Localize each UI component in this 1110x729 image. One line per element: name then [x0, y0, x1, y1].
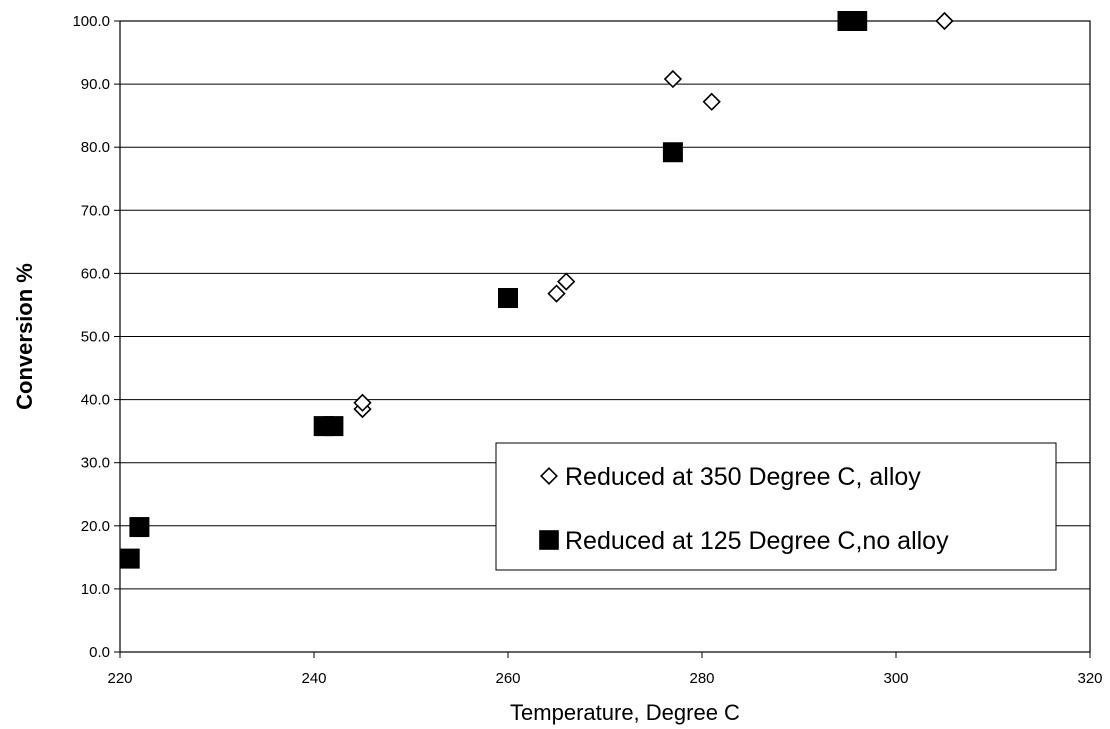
y-tick-label: 20.0 [81, 518, 110, 535]
legend-marker [539, 530, 559, 550]
x-tick-label: 260 [495, 670, 520, 687]
x-tick-label: 300 [883, 670, 908, 687]
data-point-alloy [937, 13, 953, 29]
y-tick-label: 50.0 [81, 329, 110, 346]
legend: Reduced at 350 Degree C, alloy Reduced at… [496, 443, 1056, 570]
data-point-no-alloy [323, 416, 343, 436]
legend-label: Reduced at 125 Degree C,no alloy [565, 527, 949, 555]
y-tick-label: 30.0 [81, 455, 110, 472]
data-point-no-alloy [847, 11, 867, 31]
x-axis-title: Temperature, Degree C [510, 700, 740, 725]
x-tick-label: 220 [107, 670, 132, 687]
y-tick-label: 60.0 [81, 265, 110, 282]
data-point-no-alloy [120, 549, 140, 569]
x-axis-ticks: 220 240 260 280 300 320 [107, 652, 1102, 687]
legend-label: Reduced at 350 Degree C, alloy [565, 463, 921, 491]
data-point-no-alloy [498, 288, 518, 308]
y-tick-label: 90.0 [81, 76, 110, 93]
x-tick-label: 240 [301, 670, 326, 687]
data-point-alloy [558, 274, 574, 290]
y-tick-label: 100.0 [72, 13, 110, 30]
data-point-no-alloy [663, 142, 683, 162]
data-point-alloy [665, 71, 681, 87]
x-tick-label: 320 [1077, 670, 1102, 687]
y-axis-ticks: 0.0 10.0 20.0 30.0 40.0 50.0 60.0 70.0 80.0 90.0 1… [72, 13, 120, 661]
x-tick-label: 280 [689, 670, 714, 687]
y-axis-title: Conversion % [12, 263, 37, 410]
y-tick-label: 0.0 [89, 644, 110, 661]
data-point-no-alloy [129, 517, 149, 537]
y-tick-label: 80.0 [81, 139, 110, 156]
y-tick-label: 70.0 [81, 202, 110, 219]
data-point-alloy [549, 286, 565, 302]
data-point-alloy [704, 94, 720, 110]
y-tick-label: 10.0 [81, 581, 110, 598]
y-tick-label: 40.0 [81, 392, 110, 409]
